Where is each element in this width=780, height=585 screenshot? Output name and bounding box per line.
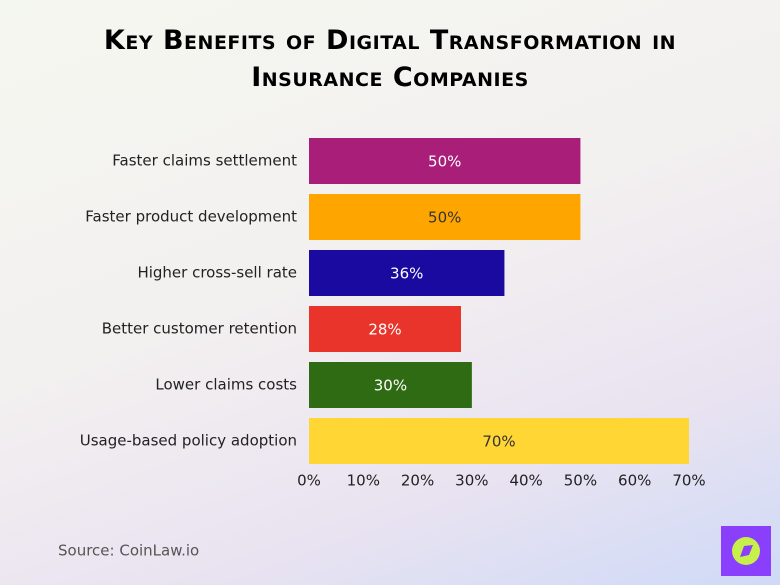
x-tick-label: 50% [564, 472, 597, 490]
bar [309, 362, 472, 408]
value-label: 28% [368, 321, 401, 339]
value-label: 36% [390, 265, 423, 283]
x-tick-label: 40% [509, 472, 542, 490]
value-label: 50% [428, 209, 461, 227]
y-tick-label: Faster claims settlement [112, 152, 297, 170]
x-tick-label: 60% [618, 472, 651, 490]
y-tick-label: Higher cross-sell rate [137, 264, 297, 282]
value-label: 50% [428, 153, 461, 171]
value-label: 70% [482, 433, 515, 451]
logo [721, 526, 771, 576]
chart-title: Key Benefits of Digital Transformation i… [103, 25, 677, 93]
source: Source: CoinLaw.io [58, 542, 199, 560]
x-tick-label: 20% [401, 472, 434, 490]
bar [309, 138, 581, 184]
bar [309, 194, 581, 240]
y-tick-label: Better customer retention [102, 320, 297, 338]
y-tick-label: Faster product development [85, 208, 297, 226]
bar [309, 250, 505, 296]
bar [309, 418, 689, 464]
bar [309, 306, 461, 352]
x-tick-label: 0% [297, 472, 321, 490]
x-tick-label: 10% [347, 472, 380, 490]
x-tick-label: 30% [455, 472, 488, 490]
y-tick-label: Usage-based policy adoption [80, 432, 297, 450]
value-label: 30% [374, 377, 407, 395]
y-tick-label: Lower claims costs [155, 376, 297, 394]
x-tick-label: 70% [672, 472, 705, 490]
